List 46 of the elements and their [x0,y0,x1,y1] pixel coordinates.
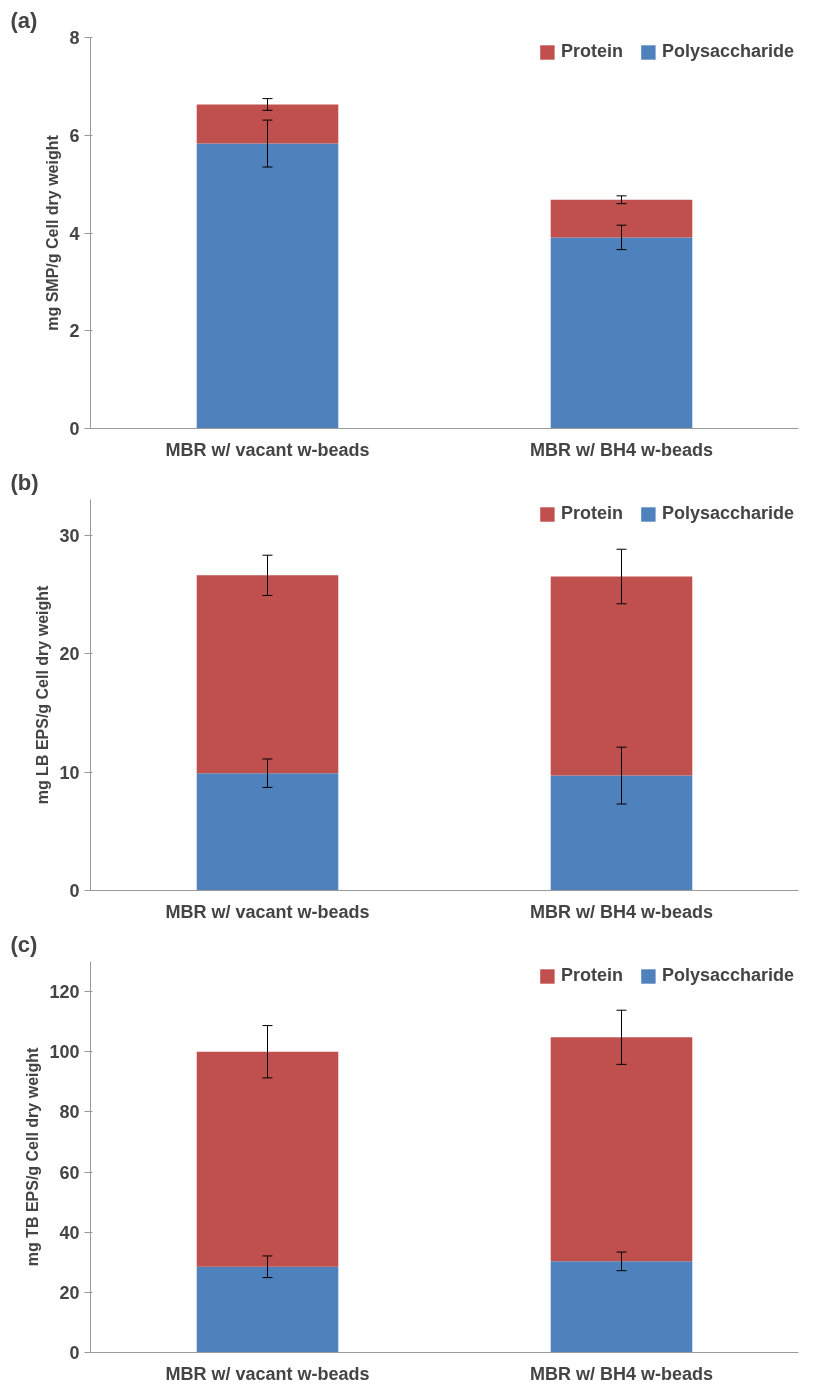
x-tick-label: MBR w/ BH4 w-beads [529,901,714,922]
y-tick-label: 2 [69,321,80,342]
y-tick-label: 0 [69,1343,80,1363]
x-tick-label: MBR w/ BH4 w-beads [529,439,714,460]
legend-label: Protein [560,41,623,62]
bar [550,1261,693,1353]
bar [550,237,693,429]
chart-title: (c) [10,931,38,957]
legend-label: Polysaccharide [661,41,794,62]
y-tick-label: 20 [59,1282,80,1303]
y-tick-label: 20 [59,644,80,665]
x-tick-label: MBR w/ vacant w-beads [165,439,370,460]
bar [550,1037,693,1262]
bar [196,143,339,429]
y-tick-label: 10 [59,762,80,783]
x-tick-label: MBR w/ vacant w-beads [165,901,370,922]
bar [196,575,339,774]
bar [196,1051,339,1267]
bar [550,775,693,891]
bar [196,1266,339,1353]
chart-title: (b) [10,469,39,495]
legend-label: Protein [560,503,623,524]
y-tick-label: 120 [49,982,80,1003]
y-tick-label: 0 [69,419,80,439]
y-axis-title: mg LB EPS/g Cell dry weight [34,584,52,805]
legend-label: Protein [560,965,623,986]
y-axis-title: mg SMP/g Cell dry weight [44,134,62,331]
y-tick-label: 100 [49,1042,80,1063]
bar [550,199,693,238]
y-tick-label: 4 [69,223,80,244]
legend-label: Polysaccharide [661,503,794,524]
y-tick-label: 6 [69,125,80,146]
bar [550,576,693,776]
x-tick-label: MBR w/ vacant w-beads [165,1363,370,1384]
y-tick-label: 0 [69,881,80,901]
y-tick-label: 8 [69,28,80,48]
y-tick-label: 30 [59,525,80,546]
bar [196,104,339,144]
y-tick-label: 40 [59,1222,80,1243]
y-axis-title: mg TB EPS/g Cell dry weight [24,1046,42,1267]
y-tick-label: 80 [59,1102,80,1123]
bar [196,773,339,891]
chart-title: (a) [10,7,38,33]
y-tick-label: 60 [59,1162,80,1183]
x-tick-label: MBR w/ BH4 w-beads [529,1363,714,1384]
legend-label: Polysaccharide [661,965,794,986]
